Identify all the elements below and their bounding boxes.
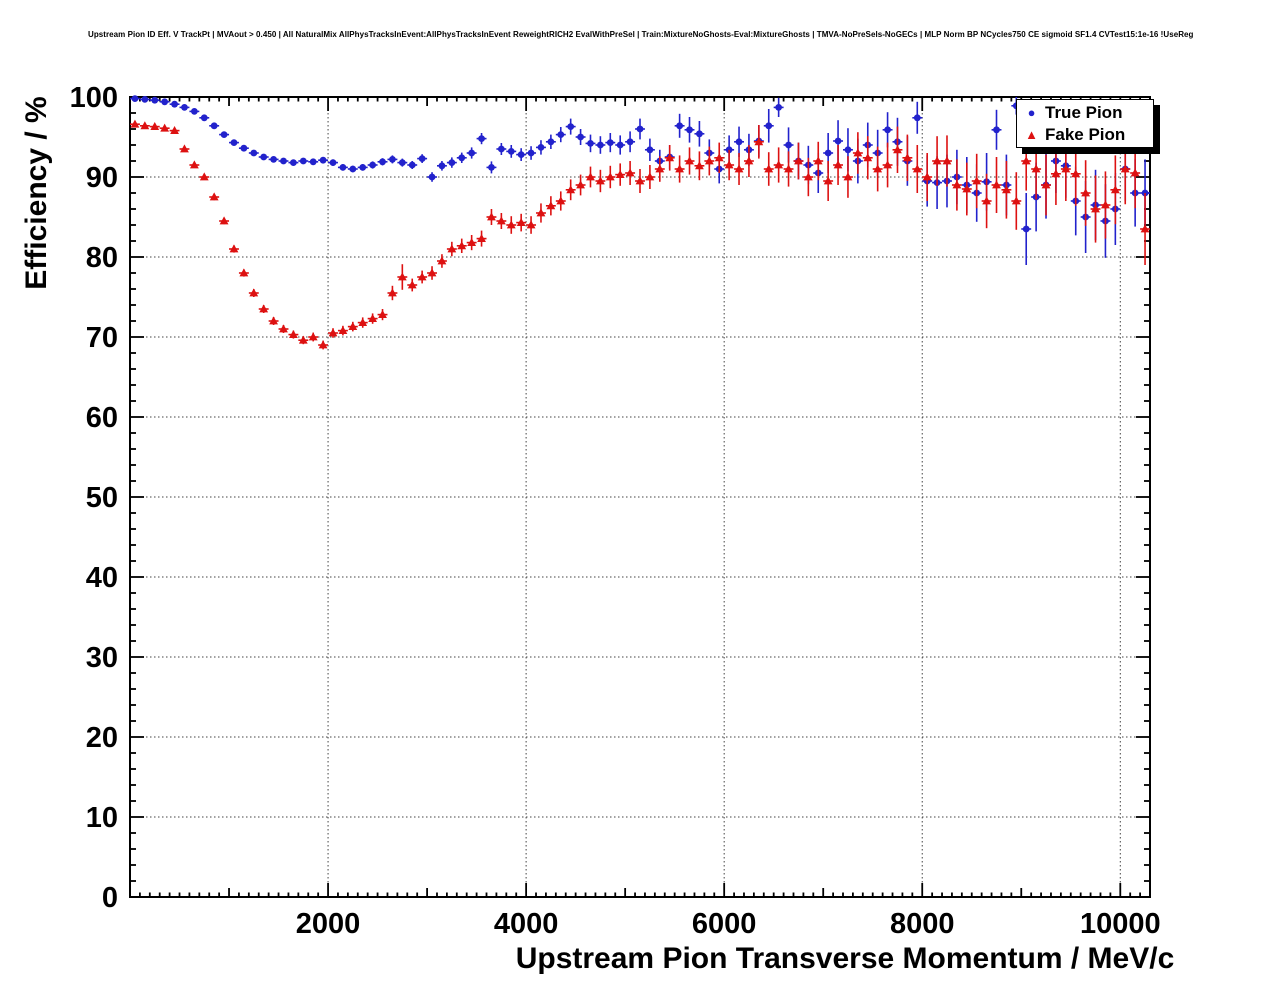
- true-pion-marker-icon: ●: [1027, 105, 1036, 121]
- svg-text:6000: 6000: [692, 908, 757, 940]
- x-axis-title: Upstream Pion Transverse Momentum / MeV/…: [516, 942, 1175, 975]
- svg-text:8000: 8000: [890, 908, 955, 940]
- fake-pion-marker-icon: ▲: [1025, 126, 1038, 142]
- svg-text:30: 30: [86, 642, 118, 674]
- svg-text:40: 40: [86, 562, 118, 594]
- svg-text:10000: 10000: [1080, 908, 1161, 940]
- legend: ● True Pion ▲ Fake Pion: [1016, 99, 1160, 154]
- svg-text:0: 0: [102, 882, 118, 914]
- svg-text:90: 90: [86, 162, 118, 194]
- legend-item-fake-pion: ▲ Fake Pion: [1017, 126, 1153, 143]
- plot-title: Upstream Pion ID Eff. V TrackPt | MVAout…: [88, 30, 1194, 39]
- legend-item-true-pion: ● True Pion: [1017, 104, 1153, 121]
- svg-text:60: 60: [86, 402, 118, 434]
- legend-label-true-pion: True Pion: [1045, 103, 1123, 123]
- svg-text:10: 10: [86, 802, 118, 834]
- svg-text:20: 20: [86, 722, 118, 754]
- legend-box: ● True Pion ▲ Fake Pion: [1016, 99, 1154, 148]
- legend-label-fake-pion: Fake Pion: [1045, 124, 1126, 144]
- svg-text:4000: 4000: [494, 908, 559, 940]
- svg-text:70: 70: [86, 322, 118, 354]
- svg-text:80: 80: [86, 242, 118, 274]
- y-axis-title: Efficiency / %: [20, 96, 53, 289]
- svg-text:2000: 2000: [296, 908, 361, 940]
- svg-text:50: 50: [86, 482, 118, 514]
- svg-text:100: 100: [70, 82, 118, 114]
- plot-area: 0 10 20 30 40 50 60 70 80 90 100 2000 4000 6000 8000 10…: [70, 82, 1161, 940]
